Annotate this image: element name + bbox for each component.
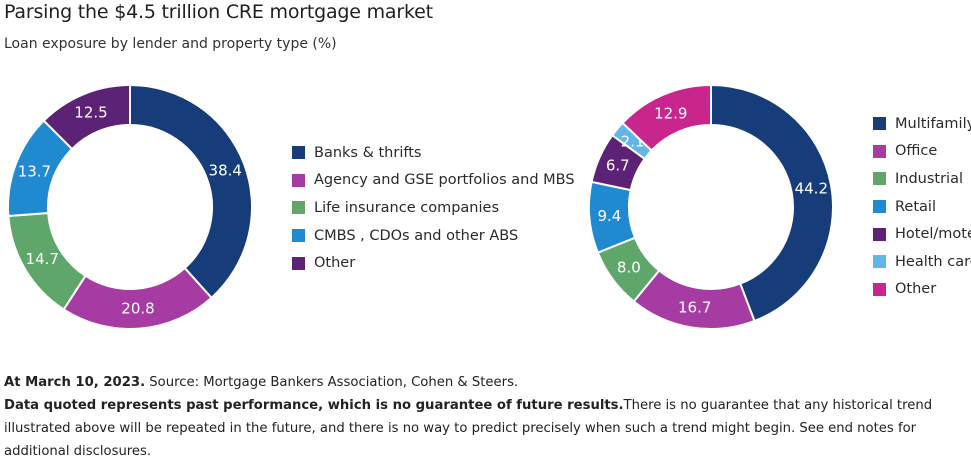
legend-item: Hotel/motel xyxy=(873,220,971,248)
property-type-legend: Multifamily Office Industrial Retail Hotel/m… xyxy=(873,110,971,303)
slice-value-label: 16.7 xyxy=(678,299,711,317)
donut-slice xyxy=(62,266,213,330)
legend-swatch xyxy=(292,173,305,187)
legend-label: Hotel/motel xyxy=(895,226,971,243)
legend-swatch xyxy=(292,146,305,160)
legend-label: Other xyxy=(314,255,356,272)
slice-value-label: 14.7 xyxy=(26,250,59,268)
legend-item: Multifamily xyxy=(873,110,971,138)
legend-swatch xyxy=(873,172,886,186)
slice-value-label: 13.7 xyxy=(18,162,51,180)
legend-label: Other xyxy=(895,281,937,298)
legend-label: Industrial xyxy=(895,170,964,187)
legend-swatch xyxy=(292,229,305,243)
source-text: Source: Mortgage Bankers Association, Co… xyxy=(145,375,519,390)
disclaimer-bold: Data quoted represents past performance,… xyxy=(4,398,624,413)
legend-item: CMBS , CDOs and other ABS xyxy=(292,222,575,250)
legend-label: Office xyxy=(895,143,938,160)
slice-value-label: 9.4 xyxy=(597,207,621,225)
legend-swatch xyxy=(873,200,886,214)
legend-label: Agency and GSE portfolios and MBS xyxy=(314,172,575,189)
donut-slice xyxy=(129,83,253,300)
legend-item: Industrial xyxy=(873,165,971,193)
charts-canvas: 38.420.814.713.712.5 44.216.78.09.46.72.… xyxy=(7,83,834,330)
legend-item: Banks & thrifts xyxy=(292,139,575,167)
lender-legend: Banks & thrifts Agency and GSE portfolios… xyxy=(292,139,575,277)
legend-item: Other xyxy=(292,249,575,277)
footer-notes: At March 10, 2023. Source: Mortgage Bank… xyxy=(4,371,969,463)
donut-slice xyxy=(42,83,131,151)
legend-label: Multifamily xyxy=(895,115,971,132)
legend-item: Agency and GSE portfolios and MBS xyxy=(292,167,575,195)
legend-swatch xyxy=(873,117,886,131)
chart-title: Parsing the $4.5 trillion CRE mortgage m… xyxy=(4,1,433,23)
legend-label: Retail xyxy=(895,198,936,215)
chart-subtitle: Loan exposure by lender and property typ… xyxy=(4,36,337,52)
legend-swatch xyxy=(292,201,305,215)
donut-slice xyxy=(710,83,834,323)
legend-swatch xyxy=(873,255,886,269)
legend-item: Retail xyxy=(873,193,971,221)
property-type-donut-chart: 44.216.78.09.46.72.112.9 xyxy=(588,83,834,330)
legend-item: Other xyxy=(873,276,971,304)
legend-item: Health care xyxy=(873,248,971,276)
legend-label: CMBS , CDOs and other ABS xyxy=(314,227,519,244)
legend-swatch xyxy=(292,256,305,270)
legend-item: Life insurance companies xyxy=(292,194,575,222)
slice-value-label: 44.2 xyxy=(795,180,828,198)
legend-swatch xyxy=(873,227,886,241)
disclaimer-note: Data quoted represents past performance,… xyxy=(4,394,969,463)
legend-item: Office xyxy=(873,138,971,166)
source-note: At March 10, 2023. Source: Mortgage Bank… xyxy=(4,371,969,394)
slice-value-label: 12.5 xyxy=(74,104,107,122)
legend-swatch xyxy=(873,144,886,158)
legend-label: Life insurance companies xyxy=(314,199,499,216)
donut-slice xyxy=(621,83,712,152)
legend-label: Health care xyxy=(895,253,971,270)
slice-value-label: 6.7 xyxy=(606,157,630,175)
slice-value-label: 8.0 xyxy=(617,258,641,276)
lender-donut-chart: 38.4 20.8 14.7 13.7 12.5 xyxy=(7,83,253,330)
slice-value-label: 38.4 xyxy=(209,162,242,180)
slice-value-label: 12.9 xyxy=(654,104,687,122)
slice-value-label: 20.8 xyxy=(121,300,154,318)
date-label: At March 10, 2023. xyxy=(4,375,146,390)
legend-swatch xyxy=(873,282,886,296)
legend-label: Banks & thrifts xyxy=(314,144,422,161)
